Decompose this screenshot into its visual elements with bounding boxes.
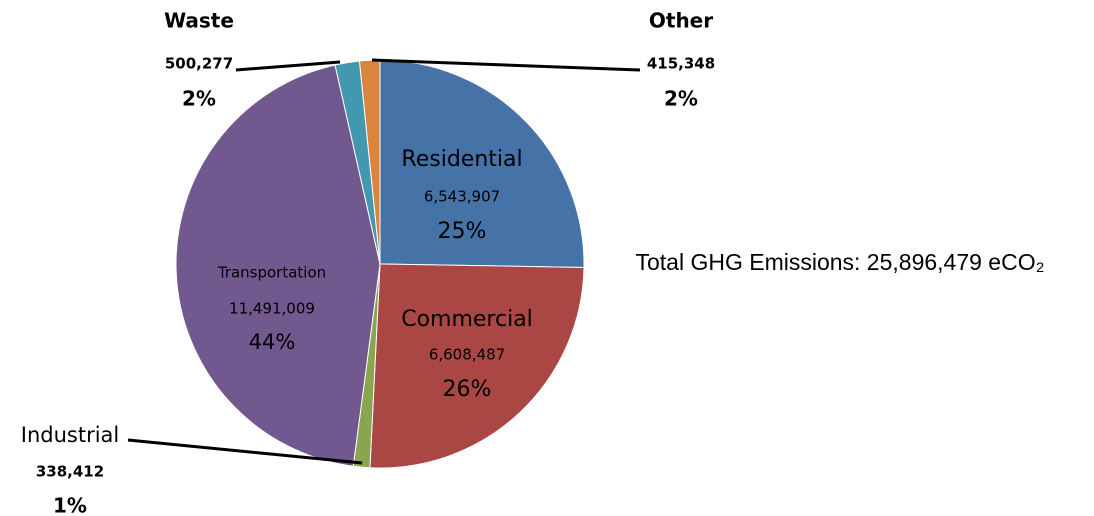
- slice-percent-label: 26%: [443, 377, 492, 402]
- slice-label: Transportation: [217, 264, 326, 282]
- slice-label: Other: [649, 9, 713, 33]
- slice-value-label: 11,491,009: [229, 300, 315, 318]
- slice-value-label: 6,543,907: [424, 188, 500, 206]
- slice-percent-label: 2%: [664, 87, 698, 111]
- leader-line: [235, 60, 341, 72]
- slice-percent-label: 25%: [438, 219, 487, 244]
- slice-percent-label: 2%: [182, 87, 216, 111]
- pie-slice: [369, 263, 585, 469]
- slice-percent-label: 1%: [53, 494, 87, 516]
- leader-line: [371, 58, 641, 72]
- pie-slice: [175, 64, 381, 467]
- slice-value-label: 338,412: [36, 463, 104, 481]
- slice-value-label: 6,608,487: [429, 346, 505, 364]
- slice-value-label: 500,277: [165, 55, 233, 73]
- pie-slice: [379, 59, 585, 268]
- leader-line: [127, 438, 363, 465]
- slice-percent-label: 44%: [249, 330, 296, 354]
- slice-value-label: 415,348: [647, 55, 715, 73]
- slice-label: Industrial: [21, 423, 120, 447]
- slice-label: Residential: [401, 147, 522, 172]
- total-annotation: Total GHG Emissions: 25,896,479 eCO₂: [635, 249, 1044, 275]
- slice-label: Commercial: [401, 307, 533, 332]
- slice-label: Waste: [164, 9, 234, 33]
